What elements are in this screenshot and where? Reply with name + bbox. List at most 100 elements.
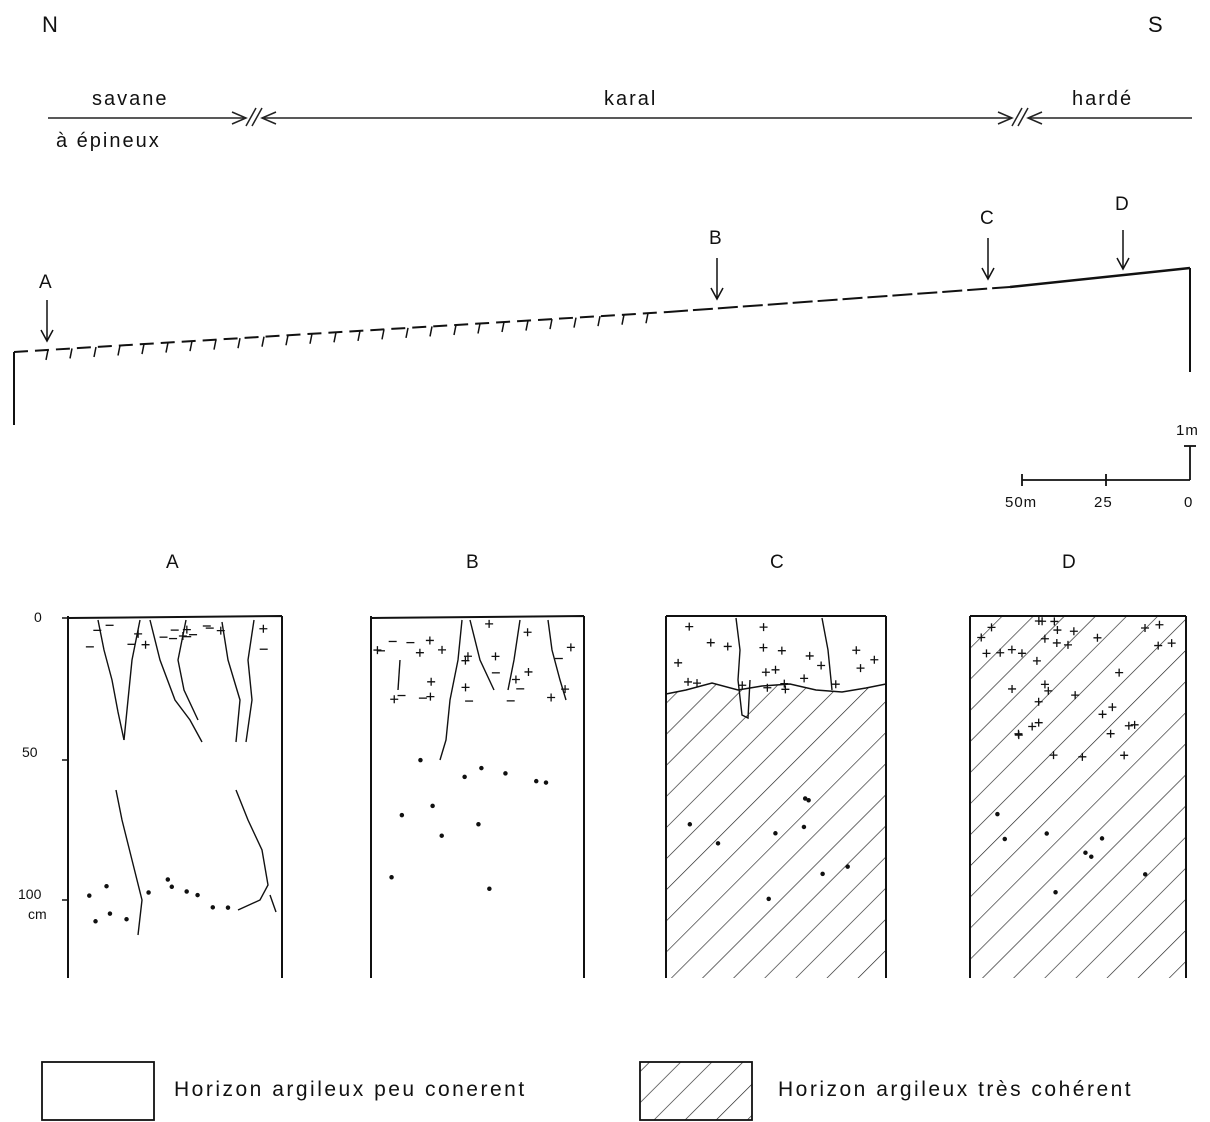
aggregate-mark [1052, 638, 1061, 647]
aggregate-mark [547, 693, 556, 702]
aggregate-mark [561, 685, 570, 694]
surface-crack [573, 317, 577, 328]
surface-crack [213, 339, 217, 350]
nodule-mark [534, 778, 539, 784]
aggregate-mark [566, 643, 575, 652]
aggregate-mark [1008, 684, 1017, 693]
aggregate-mark [461, 683, 470, 692]
nodule-mark [476, 822, 481, 827]
aggregate-mark [870, 655, 879, 664]
nodule-mark [1053, 889, 1058, 895]
aggregate-mark [759, 643, 768, 652]
scale-25-label: 25 [1094, 494, 1113, 511]
aggregate-mark [1040, 680, 1049, 689]
nodule-mark [766, 896, 771, 902]
nodule-mark [802, 796, 808, 801]
nodule-mark [715, 841, 721, 846]
aggregate-mark [759, 623, 768, 632]
aggregate-mark [1115, 668, 1124, 677]
zone-arrows [48, 107, 1192, 127]
nodule-mark [1083, 850, 1088, 855]
aggregate-mark [800, 674, 809, 683]
surface-crack [309, 333, 313, 344]
surface-crack [501, 321, 505, 333]
aggregate-mark [761, 668, 770, 677]
nodule-mark [820, 871, 825, 877]
point-c-label: C [980, 208, 994, 229]
nodule-mark [93, 919, 98, 924]
nodule-mark [806, 797, 811, 803]
aggregate-mark [987, 623, 996, 632]
aggregate-mark [438, 645, 447, 654]
surface-crack [237, 338, 241, 349]
aggregate-mark [1098, 710, 1107, 719]
aggregate-mark [134, 629, 143, 638]
profile-c-boundary [665, 682, 887, 695]
aggregate-mark [982, 649, 991, 658]
aggregate-mark [763, 683, 772, 692]
aggregate-mark [831, 680, 840, 689]
legend-weak-box [41, 1061, 155, 1121]
zone-savane-label-2: à épineux [56, 130, 161, 152]
aggregate-mark [1034, 697, 1043, 706]
aggregate-mark [1017, 649, 1026, 658]
aggregate-mark [996, 648, 1005, 657]
profile-b-cracks [397, 619, 567, 761]
profile-a-title: A [166, 552, 179, 573]
zone-harde-label: hardé [1072, 88, 1134, 110]
aggregate-mark [777, 646, 786, 655]
surface-crack [645, 313, 649, 324]
aggregate-mark [390, 695, 399, 704]
profile-a-cracks [97, 619, 277, 936]
nodule-mark [543, 780, 549, 785]
scale-bars [1021, 445, 1196, 486]
aggregate-mark [491, 652, 500, 661]
nodule-mark [87, 893, 92, 898]
aggregate-mark [817, 661, 826, 670]
aggregate-mark [1014, 729, 1023, 738]
surface-crack [189, 340, 193, 352]
nodule-mark [195, 892, 200, 898]
aggregate-mark [1034, 718, 1043, 727]
surface-crack [357, 330, 361, 341]
aggregate-mark [1093, 633, 1102, 642]
profile-c-hatch [666, 683, 886, 978]
soil-marks [85, 616, 1176, 924]
aggregate-mark [141, 640, 150, 649]
surface-crack [621, 314, 625, 325]
nodule-mark [773, 831, 778, 836]
surface-crack [381, 329, 385, 340]
aggregate-mark [693, 679, 702, 688]
aggregate-mark [1050, 617, 1059, 626]
aggregate-mark [1038, 617, 1047, 626]
aggregate-mark [852, 646, 861, 655]
aggregate-mark [523, 628, 532, 637]
point-arrows [40, 230, 1130, 343]
vertical-scale-label: 1m [1176, 422, 1199, 439]
legend-weak-label: Horizon argileux peu conerent [174, 1078, 527, 1101]
aggregate-mark [485, 619, 494, 628]
nodule-mark [1099, 836, 1105, 841]
surface-crack [261, 336, 265, 347]
nodule-mark [104, 883, 109, 889]
aggregate-mark [1040, 634, 1049, 643]
aggregate-mark [216, 626, 225, 635]
aggregate-mark [1032, 656, 1041, 665]
nodule-mark [1142, 872, 1148, 877]
transect-profile [13, 266, 1191, 425]
aggregate-mark [1120, 751, 1129, 760]
aggregate-mark [461, 656, 470, 665]
surface-crack [333, 332, 337, 343]
nodule-mark [439, 833, 444, 838]
aggregate-mark [1078, 752, 1087, 761]
aggregate-mark [977, 633, 986, 642]
aggregate-mark [427, 677, 436, 686]
nodule-mark [184, 889, 189, 894]
nodule-mark [503, 771, 508, 776]
aggregate-mark [856, 664, 865, 673]
nodule-mark [225, 905, 231, 910]
nodule-mark [479, 765, 484, 771]
nodule-mark [165, 877, 171, 882]
depth-tick-100: 100 [18, 886, 42, 902]
